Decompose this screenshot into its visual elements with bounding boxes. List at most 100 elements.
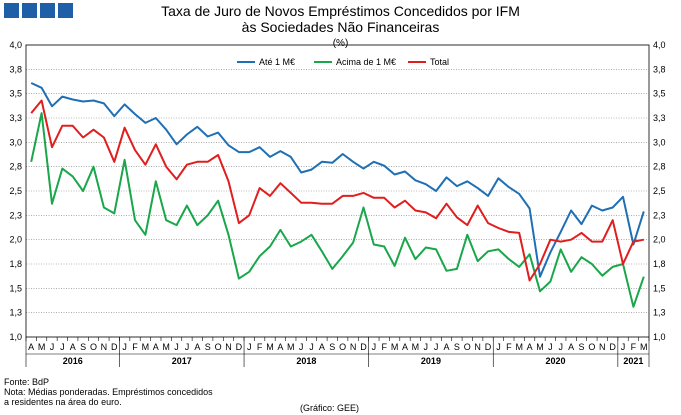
month-tick-label: S: [329, 342, 335, 352]
legend-label-1: Acima de 1 M€: [336, 57, 396, 67]
y-tick-label-left: 1,5: [9, 283, 22, 293]
month-tick-label: M: [142, 342, 150, 352]
month-tick-label: M: [640, 342, 648, 352]
year-label: 2021: [623, 356, 643, 366]
month-tick-label: O: [215, 342, 222, 352]
y-tick-label-left: 3,8: [9, 64, 22, 74]
month-tick-label: M: [162, 342, 170, 352]
month-tick-label: D: [360, 342, 367, 352]
y-tick-label-right: 1,5: [653, 283, 666, 293]
month-tick-label: A: [153, 342, 159, 352]
y-tick-label-left: 2,3: [9, 210, 22, 220]
month-tick-label: O: [588, 342, 595, 352]
month-tick-label: S: [579, 342, 585, 352]
legend-label-0: Até 1 M€: [259, 57, 295, 67]
series-line-2: [30, 99, 644, 282]
month-tick-label: F: [506, 342, 512, 352]
footnote-line-1: Nota: Médias ponderadas. Empréstimos con…: [4, 387, 213, 397]
month-tick-label: O: [339, 342, 346, 352]
y-tick-label-left: 2,8: [9, 162, 22, 172]
year-label: 2016: [63, 356, 83, 366]
y-tick-label-left: 3,3: [9, 113, 22, 123]
y-tick-label-right: 2,5: [653, 186, 666, 196]
month-tick-label: F: [381, 342, 387, 352]
month-tick-label: J: [60, 342, 65, 352]
month-tick-label: M: [391, 342, 399, 352]
month-tick-label: J: [548, 342, 553, 352]
month-tick-label: J: [299, 342, 304, 352]
month-tick-label: J: [621, 342, 626, 352]
series-line-0: [30, 82, 645, 278]
month-tick-label: A: [28, 342, 34, 352]
month-tick-label: M: [266, 342, 274, 352]
month-tick-label: M: [287, 342, 295, 352]
month-tick-label: A: [319, 342, 325, 352]
month-tick-label: O: [90, 342, 97, 352]
month-tick-label: D: [485, 342, 492, 352]
chart-credit: (Gráfico: GEE): [300, 403, 360, 413]
y-tick-label-left: 2,5: [9, 186, 22, 196]
y-tick-label-left: 2,0: [9, 235, 22, 245]
gee-logo: [4, 3, 73, 18]
month-tick-label: J: [174, 342, 179, 352]
footnote-line-2: a residentes na área do euro.: [4, 397, 122, 407]
month-tick-label: J: [247, 342, 252, 352]
month-tick-label: N: [350, 342, 357, 352]
month-tick-label: O: [464, 342, 471, 352]
y-tick-label-right: 4,0: [653, 40, 666, 50]
month-tick-label: M: [412, 342, 420, 352]
y-tick-label-left: 4,0: [9, 40, 22, 50]
y-tick-label-left: 3,5: [9, 89, 22, 99]
month-tick-label: D: [236, 342, 243, 352]
month-tick-label: J: [309, 342, 314, 352]
month-tick-label: A: [277, 342, 283, 352]
month-tick-label: D: [609, 342, 616, 352]
chart-subtitle: às Sociedades Não Financeiras: [241, 19, 440, 35]
y-tick-label-right: 1,0: [653, 332, 666, 342]
month-tick-label: S: [205, 342, 211, 352]
month-tick-label: J: [185, 342, 190, 352]
y-tick-label-right: 3,5: [653, 89, 666, 99]
month-tick-label: J: [496, 342, 501, 352]
year-label: 2020: [546, 356, 566, 366]
month-tick-label: J: [122, 342, 127, 352]
year-label: 2019: [421, 356, 441, 366]
month-tick-label: A: [194, 342, 200, 352]
month-tick-label: F: [257, 342, 263, 352]
month-tick-label: N: [599, 342, 606, 352]
y-tick-label-right: 2,3: [653, 210, 666, 220]
year-label: 2017: [172, 356, 192, 366]
month-tick-label: A: [444, 342, 450, 352]
month-tick-label: A: [402, 342, 408, 352]
y-tick-label-right: 3,8: [653, 64, 666, 74]
y-tick-label-right: 3,0: [653, 137, 666, 147]
chart-unit: (%): [332, 38, 349, 49]
legend-label-2: Total: [430, 57, 449, 67]
month-tick-label: M: [38, 342, 46, 352]
month-tick-label: S: [454, 342, 460, 352]
y-tick-label-left: 1,8: [9, 259, 22, 269]
source-note: Fonte: BdP: [4, 377, 50, 387]
y-tick-label-right: 2,0: [653, 235, 666, 245]
y-tick-label-left: 3,0: [9, 137, 22, 147]
month-tick-label: A: [527, 342, 533, 352]
series-line-1: [30, 112, 645, 308]
y-tick-label-right: 1,8: [653, 259, 666, 269]
month-tick-label: J: [50, 342, 55, 352]
month-tick-label: F: [132, 342, 138, 352]
month-tick-label: F: [631, 342, 637, 352]
month-tick-label: J: [558, 342, 563, 352]
year-label: 2018: [296, 356, 316, 366]
month-tick-label: A: [568, 342, 574, 352]
month-tick-label: J: [424, 342, 429, 352]
month-tick-label: N: [101, 342, 108, 352]
month-tick-label: D: [111, 342, 118, 352]
month-tick-label: N: [225, 342, 232, 352]
y-tick-label-left: 1,0: [9, 332, 22, 342]
month-tick-label: N: [474, 342, 481, 352]
month-tick-label: J: [372, 342, 377, 352]
month-tick-label: S: [80, 342, 86, 352]
y-tick-label-left: 1,3: [9, 308, 22, 318]
month-tick-label: M: [536, 342, 544, 352]
